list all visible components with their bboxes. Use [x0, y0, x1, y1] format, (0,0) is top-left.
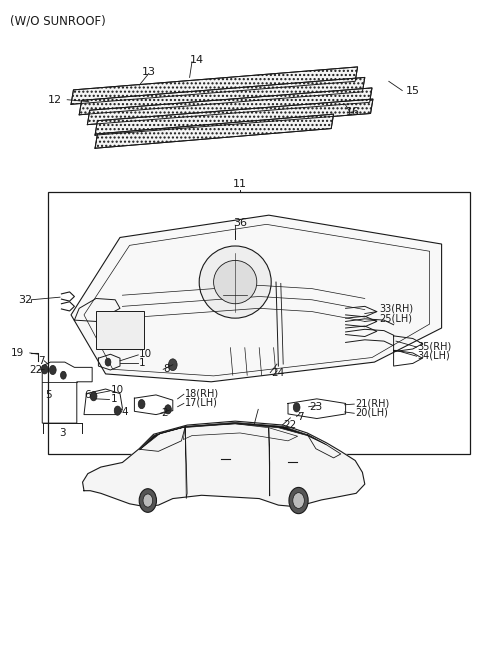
Text: 12: 12	[48, 94, 62, 105]
Text: 5: 5	[46, 390, 52, 400]
Polygon shape	[95, 114, 334, 148]
Ellipse shape	[199, 246, 271, 318]
Circle shape	[139, 489, 156, 512]
Circle shape	[289, 487, 308, 514]
Circle shape	[165, 405, 171, 414]
Circle shape	[293, 403, 300, 412]
Text: 10: 10	[110, 385, 123, 396]
Bar	[48, 192, 470, 454]
Text: 1: 1	[110, 394, 117, 404]
Text: 33(RH): 33(RH)	[379, 303, 413, 314]
Text: 7: 7	[298, 411, 304, 422]
Text: 8: 8	[163, 364, 170, 375]
Text: 23: 23	[310, 401, 323, 412]
Circle shape	[60, 371, 66, 379]
Text: 34(LH): 34(LH)	[418, 350, 450, 361]
Text: 17(LH): 17(LH)	[185, 398, 217, 408]
Text: (W/O SUNROOF): (W/O SUNROOF)	[10, 14, 105, 28]
Circle shape	[168, 359, 177, 371]
Text: 10: 10	[139, 349, 152, 359]
Polygon shape	[79, 77, 365, 115]
Text: 15: 15	[406, 85, 420, 96]
Text: 4: 4	[121, 407, 128, 417]
Circle shape	[105, 358, 111, 366]
Polygon shape	[83, 421, 365, 506]
Text: 14: 14	[190, 55, 204, 66]
Polygon shape	[71, 67, 358, 104]
Bar	[96, 311, 144, 349]
Text: 2: 2	[161, 408, 168, 419]
Circle shape	[41, 365, 48, 374]
Circle shape	[138, 400, 145, 409]
Polygon shape	[139, 422, 326, 450]
Text: 1: 1	[139, 358, 146, 368]
Circle shape	[143, 494, 153, 507]
Text: 22: 22	[283, 420, 297, 430]
Text: 20(LH): 20(LH)	[355, 407, 388, 418]
Text: 35(RH): 35(RH)	[418, 341, 452, 352]
Text: 18(RH): 18(RH)	[185, 388, 219, 399]
Text: 13: 13	[142, 67, 156, 77]
Text: 24: 24	[271, 367, 285, 378]
Circle shape	[90, 392, 97, 401]
Text: 16: 16	[346, 106, 360, 117]
Polygon shape	[87, 88, 372, 125]
Ellipse shape	[214, 260, 257, 304]
Text: 3: 3	[59, 428, 66, 438]
Polygon shape	[71, 215, 442, 382]
Circle shape	[293, 493, 304, 508]
Text: 7: 7	[38, 356, 45, 366]
Circle shape	[114, 406, 121, 415]
Text: 11: 11	[233, 178, 247, 189]
Text: 36: 36	[233, 218, 247, 228]
Text: 6: 6	[84, 390, 91, 400]
Text: 25(LH): 25(LH)	[379, 313, 412, 323]
Circle shape	[49, 365, 56, 375]
Text: 21(RH): 21(RH)	[355, 398, 389, 409]
Polygon shape	[95, 99, 373, 135]
Text: 32: 32	[18, 295, 32, 305]
Text: 19: 19	[11, 348, 24, 358]
Text: 22: 22	[29, 365, 42, 375]
